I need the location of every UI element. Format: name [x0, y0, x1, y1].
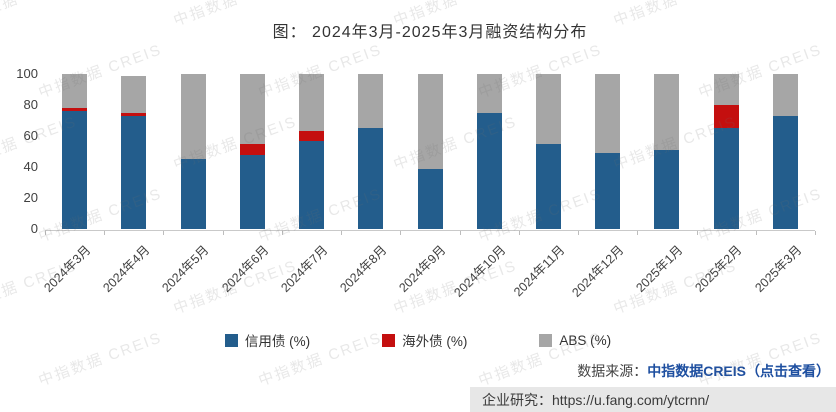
bar-segment--2 — [180, 159, 206, 229]
x-axis-tick — [104, 231, 106, 235]
legend-label: 海外债 (%) — [402, 334, 468, 349]
x-axis-tick — [815, 231, 816, 235]
x-axis-tick — [578, 231, 580, 235]
x-axis-tick — [459, 231, 461, 235]
y-axis-tick-label: 40 — [23, 159, 38, 174]
research-url: https://u.fang.com/ytcrnn/ — [552, 391, 710, 408]
chart-title: 图： 2024年3月-2025年3月融资结构分布 — [272, 24, 588, 41]
legend-label: 信用债 (%) — [244, 334, 311, 349]
bar-segment--0 — [62, 111, 88, 229]
legend-item: ABS (%) — [539, 333, 611, 348]
x-axis-tick — [222, 231, 224, 235]
data-source-link[interactable]: 中指数据CREIS（点击查看） — [647, 363, 830, 379]
x-axis-tick — [696, 231, 698, 235]
y-axis-tick-label: 100 — [16, 66, 38, 81]
bar-segment--4 — [299, 140, 325, 229]
bar-segment-ABS-0 — [62, 74, 88, 109]
x-axis-category-label: 2025年1月 — [633, 242, 686, 295]
research-strip: 企业研究： https://u.fang.com/ytcrnn/ — [470, 387, 836, 412]
x-axis-tick — [755, 231, 757, 235]
research-label: 企业研究： — [482, 391, 552, 408]
bar-segment-ABS-8 — [535, 74, 561, 144]
bar-segment-ABS-9 — [595, 74, 621, 154]
y-axis-tick-label: 60 — [23, 128, 38, 143]
legend-item: 海外债 (%) — [382, 330, 467, 350]
y-axis-tick-label: 20 — [23, 190, 38, 205]
bar-segment-ABS-3 — [239, 74, 265, 144]
bar-segment--9 — [595, 153, 621, 229]
legend-swatch-icon — [224, 333, 238, 347]
x-axis-category-label: 2024年7月 — [278, 242, 331, 295]
y-axis-tick-label: 80 — [23, 97, 38, 112]
bar-segment-ABS-4 — [299, 74, 325, 132]
x-axis-tick — [518, 231, 520, 235]
bar-segment-ABS-10 — [654, 74, 680, 150]
data-source-label: 数据来源： — [577, 363, 648, 379]
bar-segment--1 — [121, 115, 147, 229]
bar-segment--3 — [239, 154, 265, 229]
x-axis-tick — [637, 231, 639, 235]
x-axis-tick — [341, 231, 343, 235]
legend-item: 信用债 (%) — [224, 330, 311, 350]
bar-segment-ABS-7 — [476, 74, 502, 113]
bar-segment-ABS-11 — [713, 74, 739, 105]
x-axis-category-label: 2024年4月 — [100, 242, 153, 295]
bar-segment--1 — [121, 112, 147, 116]
x-axis-category-label: 2024年6月 — [218, 242, 272, 295]
bar-segment--10 — [654, 149, 680, 229]
y-axis-tick-label: 0 — [30, 221, 38, 236]
chart-legend: 信用债 (%) 海外债 (%) ABS (%) — [0, 330, 836, 350]
x-axis-category-label: 2025年3月 — [751, 242, 805, 295]
bar-segment--0 — [62, 108, 88, 112]
legend-label: ABS (%) — [559, 332, 612, 348]
x-axis-category-label: 2024年10月 — [450, 242, 508, 300]
bar-segment--11 — [713, 105, 739, 129]
bar-segment-ABS-5 — [358, 74, 384, 129]
bar-segment--11 — [713, 128, 739, 229]
bar-segment--7 — [476, 112, 502, 229]
bar-segment--4 — [299, 131, 325, 141]
x-axis-category-label: 2024年3月 — [41, 242, 94, 295]
x-axis-category-label: 2024年5月 — [159, 242, 212, 295]
x-axis-category-label: 2025年2月 — [692, 242, 745, 295]
bar-segment-ABS-2 — [180, 74, 206, 160]
x-axis-category-label: 2024年12月 — [569, 242, 627, 300]
data-source-line: 数据来源：中指数据CREIS（点击查看） — [577, 361, 830, 381]
bar-segment--6 — [417, 168, 443, 229]
x-axis-tick — [400, 231, 402, 235]
x-axis-tick — [45, 231, 46, 235]
x-axis-line — [45, 230, 815, 231]
bar-segment--3 — [239, 143, 265, 155]
bar-segment--5 — [358, 128, 384, 229]
bar-segment-ABS-12 — [772, 74, 798, 116]
bar-segment-ABS-6 — [417, 74, 443, 169]
x-axis-tick — [281, 231, 283, 235]
x-axis-tick — [163, 231, 165, 235]
x-axis-category-label: 2024年8月 — [337, 242, 390, 295]
bar-segment--12 — [772, 115, 798, 229]
bar-segment-ABS-1 — [121, 75, 147, 113]
bar-segment--8 — [535, 143, 561, 229]
legend-swatch-icon — [382, 333, 396, 347]
x-axis-category-label: 2024年11月 — [510, 242, 568, 300]
x-axis-category-label: 2024年9月 — [396, 242, 449, 295]
legend-swatch-icon — [539, 333, 553, 347]
